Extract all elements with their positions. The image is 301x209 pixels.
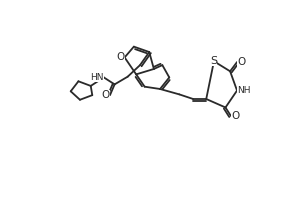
Text: O: O <box>237 57 245 67</box>
Text: S: S <box>210 56 218 66</box>
Text: O: O <box>102 90 110 100</box>
Text: NH: NH <box>237 86 250 95</box>
Text: HN: HN <box>90 73 104 82</box>
Text: O: O <box>116 52 125 62</box>
Text: O: O <box>231 111 239 121</box>
